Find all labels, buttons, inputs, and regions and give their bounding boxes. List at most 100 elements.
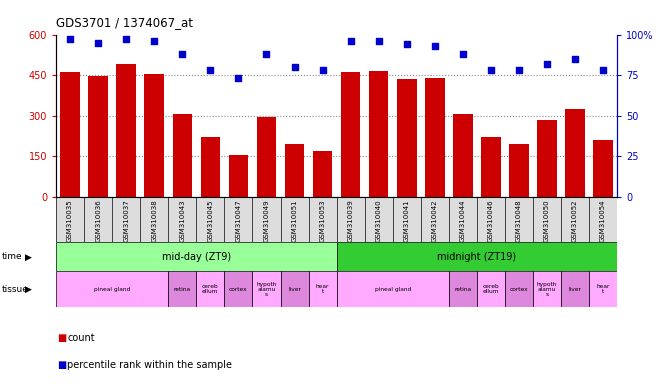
Text: GSM310048: GSM310048 <box>516 199 522 242</box>
Text: cereb
ellum: cereb ellum <box>482 284 499 295</box>
Text: GSM310054: GSM310054 <box>600 199 606 242</box>
Bar <box>252 271 280 307</box>
Bar <box>565 109 585 197</box>
Text: GSM310040: GSM310040 <box>376 199 381 242</box>
Bar <box>481 137 501 197</box>
Bar <box>341 73 360 197</box>
Text: ■: ■ <box>57 360 67 370</box>
Text: cortex: cortex <box>510 287 528 292</box>
Bar <box>453 114 473 197</box>
Bar <box>116 64 136 197</box>
Bar <box>505 271 533 307</box>
Point <box>457 51 468 57</box>
Text: liver: liver <box>288 287 301 292</box>
Bar <box>56 242 337 271</box>
Text: hear
t: hear t <box>316 284 329 295</box>
Text: ■: ■ <box>57 333 67 343</box>
Text: liver: liver <box>568 287 581 292</box>
Text: pineal gland: pineal gland <box>375 287 411 292</box>
Text: GSM310038: GSM310038 <box>151 199 157 242</box>
Text: GSM310036: GSM310036 <box>95 199 101 242</box>
Text: GSM310047: GSM310047 <box>236 199 242 242</box>
Bar <box>589 271 617 307</box>
Text: retina: retina <box>454 287 471 292</box>
Bar <box>369 71 389 197</box>
Bar <box>397 79 416 197</box>
Text: ▶: ▶ <box>25 252 32 262</box>
Bar <box>257 117 277 197</box>
Point <box>93 40 104 46</box>
Point <box>177 51 187 57</box>
Bar <box>477 271 505 307</box>
Bar <box>197 271 224 307</box>
Bar <box>145 74 164 197</box>
Bar <box>228 155 248 197</box>
Bar <box>449 271 477 307</box>
Bar <box>533 271 561 307</box>
Point <box>430 43 440 49</box>
Text: GSM310039: GSM310039 <box>348 199 354 242</box>
Text: tissue: tissue <box>1 285 28 294</box>
Text: hypoth
alamu
s: hypoth alamu s <box>256 282 277 297</box>
Bar <box>509 144 529 197</box>
Text: mid-day (ZT9): mid-day (ZT9) <box>162 252 231 262</box>
Text: count: count <box>67 333 95 343</box>
Text: GSM310035: GSM310035 <box>67 199 73 242</box>
Bar <box>168 271 197 307</box>
Point <box>570 56 580 62</box>
Text: GSM310049: GSM310049 <box>263 199 269 242</box>
Point <box>261 51 272 57</box>
Text: retina: retina <box>174 287 191 292</box>
Bar <box>280 271 309 307</box>
Bar <box>313 151 333 197</box>
Text: hypoth
alamu
s: hypoth alamu s <box>537 282 557 297</box>
Text: cereb
ellum: cereb ellum <box>202 284 218 295</box>
Bar <box>537 120 557 197</box>
Point <box>374 38 384 44</box>
Text: GDS3701 / 1374067_at: GDS3701 / 1374067_at <box>56 16 193 29</box>
Point <box>205 67 216 73</box>
Text: cortex: cortex <box>229 287 248 292</box>
Text: GSM310053: GSM310053 <box>319 199 325 242</box>
Point <box>121 36 131 43</box>
Bar <box>224 271 252 307</box>
Bar <box>56 271 168 307</box>
Text: GSM310045: GSM310045 <box>207 199 213 242</box>
Text: GSM310052: GSM310052 <box>572 199 578 242</box>
Point <box>513 67 524 73</box>
Text: ▶: ▶ <box>25 285 32 294</box>
Text: time: time <box>1 252 22 262</box>
Text: GSM310051: GSM310051 <box>292 199 298 242</box>
Bar <box>561 271 589 307</box>
Bar <box>593 140 613 197</box>
Text: midnight (ZT19): midnight (ZT19) <box>438 252 516 262</box>
Point <box>317 67 328 73</box>
Bar <box>337 271 449 307</box>
Point <box>345 38 356 44</box>
Text: GSM310046: GSM310046 <box>488 199 494 242</box>
Bar <box>60 73 80 197</box>
Text: pineal gland: pineal gland <box>94 287 130 292</box>
Bar <box>201 137 220 197</box>
Text: GSM310043: GSM310043 <box>180 199 185 242</box>
Bar <box>172 114 192 197</box>
Text: GSM310044: GSM310044 <box>460 199 466 242</box>
Bar <box>425 78 445 197</box>
Point <box>486 67 496 73</box>
Point <box>149 38 160 44</box>
Bar <box>337 242 617 271</box>
Text: GSM310042: GSM310042 <box>432 199 438 242</box>
Point <box>542 61 552 67</box>
Text: GSM310050: GSM310050 <box>544 199 550 242</box>
Text: GSM310041: GSM310041 <box>404 199 410 242</box>
Point <box>598 67 609 73</box>
Text: hear
t: hear t <box>597 284 610 295</box>
Text: percentile rank within the sample: percentile rank within the sample <box>67 360 232 370</box>
Point <box>233 75 244 81</box>
Bar <box>88 76 108 197</box>
Bar <box>284 144 304 197</box>
Bar <box>309 271 337 307</box>
Point <box>289 64 300 70</box>
Point <box>401 41 412 47</box>
Point <box>65 36 75 43</box>
